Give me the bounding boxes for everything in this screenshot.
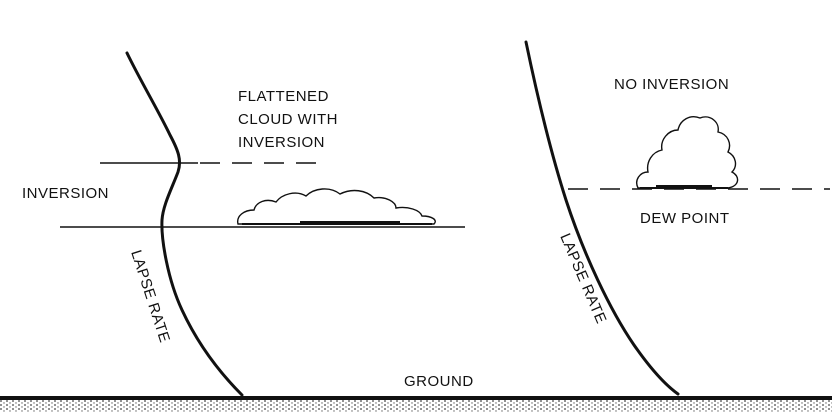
flattened-cloud-label: FLATTENED CLOUD WITH INVERSION	[238, 88, 343, 151]
flattened-cloud	[237, 188, 436, 225]
flattened-cloud-label-line-3: INVERSION	[238, 134, 325, 151]
lapse-rate-curve-right	[524, 40, 680, 396]
ground-label: GROUND	[404, 373, 474, 390]
cumulus-cloud	[636, 116, 739, 189]
no-inversion-label: NO INVERSION	[614, 76, 729, 93]
dew-point-label: DEW POINT	[640, 210, 730, 227]
left-panel: FLATTENED CLOUD WITH INVERSION INVERSION…	[22, 51, 465, 397]
inversion-label: INVERSION	[22, 185, 109, 202]
lapse-rate-curve-left	[125, 51, 244, 397]
flattened-cloud-label-line-2: CLOUD WITH	[238, 111, 338, 128]
flattened-cloud-label-line-1: FLATTENED	[238, 88, 329, 105]
right-panel: NO INVERSION DEW POINT LAPSE RATE	[524, 40, 830, 396]
ground-surface	[0, 396, 832, 400]
ground: GROUND	[0, 373, 832, 412]
ground-texture	[0, 400, 832, 412]
